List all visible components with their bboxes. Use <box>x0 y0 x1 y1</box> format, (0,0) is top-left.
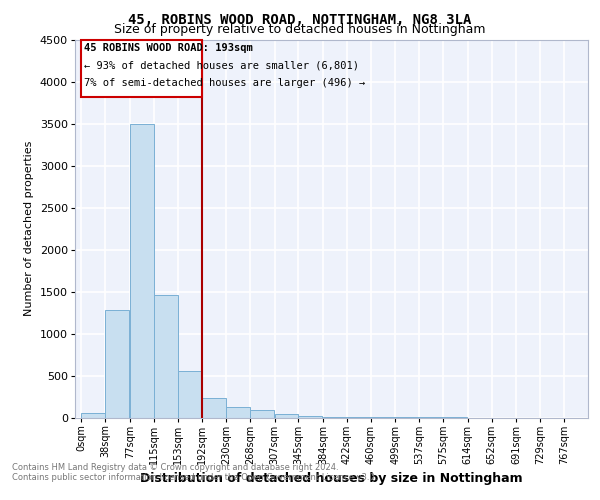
Text: ← 93% of detached houses are smaller (6,801): ← 93% of detached houses are smaller (6,… <box>84 60 359 70</box>
Text: Contains public sector information licensed under the Open Government Licence v3: Contains public sector information licen… <box>12 472 377 482</box>
Text: 7% of semi-detached houses are larger (496) →: 7% of semi-detached houses are larger (4… <box>84 78 365 88</box>
Bar <box>323 416 347 418</box>
Bar <box>154 295 178 418</box>
Bar <box>226 406 250 418</box>
Bar <box>250 410 274 418</box>
Bar <box>178 370 202 418</box>
Bar <box>81 414 105 418</box>
X-axis label: Distribution of detached houses by size in Nottingham: Distribution of detached houses by size … <box>140 472 523 486</box>
Text: Contains HM Land Registry data © Crown copyright and database right 2024.: Contains HM Land Registry data © Crown c… <box>12 462 338 471</box>
Text: Size of property relative to detached houses in Nottingham: Size of property relative to detached ho… <box>114 22 486 36</box>
Bar <box>202 398 226 417</box>
Bar <box>298 416 322 418</box>
Text: 45, ROBINS WOOD ROAD, NOTTINGHAM, NG8 3LA: 45, ROBINS WOOD ROAD, NOTTINGHAM, NG8 3L… <box>128 12 472 26</box>
Text: 45 ROBINS WOOD ROAD: 193sqm: 45 ROBINS WOOD ROAD: 193sqm <box>84 42 253 52</box>
Bar <box>81 40 202 97</box>
Bar <box>105 310 129 418</box>
Bar <box>275 414 298 418</box>
Y-axis label: Number of detached properties: Number of detached properties <box>25 141 34 316</box>
Bar <box>130 124 154 418</box>
